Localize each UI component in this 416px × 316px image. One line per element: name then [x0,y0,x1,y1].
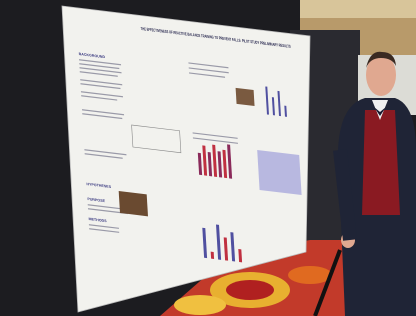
data-table [257,150,301,195]
carpet-pattern [288,266,332,284]
photo-thumbnail [119,191,148,216]
ceiling-light [300,0,416,18]
photo-thumbnail [236,88,255,106]
photo: THE EFFECTIVENESS OF REACTIVE BALANCE TR… [0,0,416,316]
page: {"poster": {"title": "THE EFFECTIVENESS … [0,0,416,316]
carpet-pattern [226,280,274,300]
carpet-pattern [174,295,226,315]
